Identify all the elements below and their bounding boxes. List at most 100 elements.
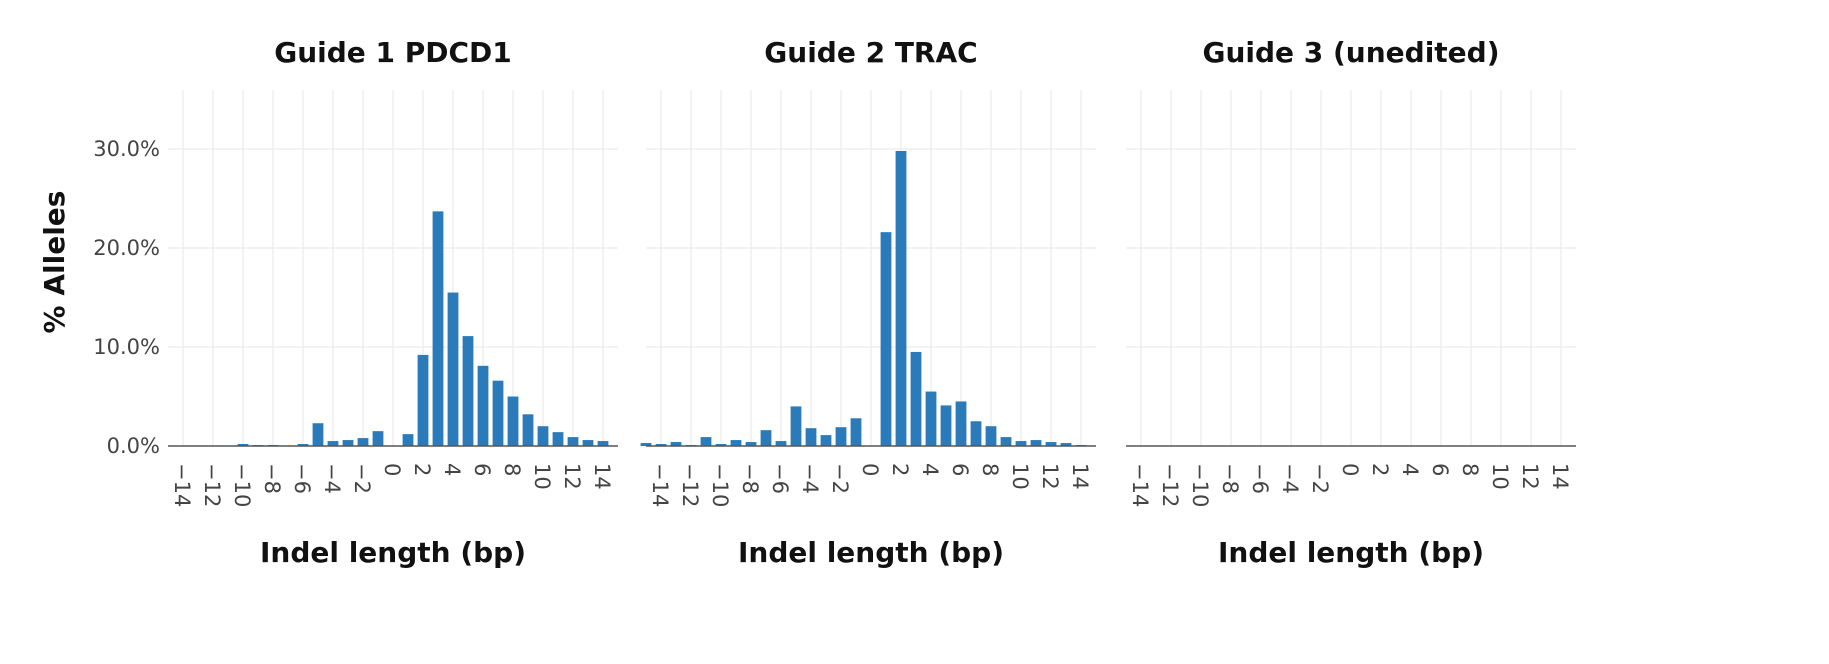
x-tick-label: −14 (170, 463, 194, 507)
x-tick-label: 2 (410, 463, 434, 476)
bar (955, 401, 967, 446)
bar (760, 430, 772, 446)
x-tick-label: 8 (978, 463, 1002, 476)
bar (700, 437, 712, 446)
x-tick-label: −8 (738, 463, 762, 494)
x-tick-label: 12 (560, 463, 584, 490)
bar (835, 427, 847, 446)
x-tick-label: 8 (500, 463, 524, 476)
bar (910, 351, 922, 446)
bar (775, 441, 787, 446)
x-tick-label: −10 (230, 463, 254, 507)
bar (1015, 441, 1027, 446)
x-tick-label: −6 (768, 463, 792, 494)
bar (895, 150, 907, 447)
y-tick-label: 20.0% (93, 236, 160, 260)
bar (715, 444, 727, 446)
x-tick-label: 0 (858, 463, 882, 476)
panel-title: Guide 3 (unedited) (1202, 36, 1499, 69)
bar (567, 437, 579, 446)
x-tick-label: 4 (1398, 463, 1422, 476)
x-axis-title: Indel length (bp) (1218, 536, 1484, 569)
bar (237, 444, 249, 446)
bar (1060, 443, 1072, 446)
x-tick-label: −10 (708, 463, 732, 507)
bar (1030, 440, 1042, 446)
bar (582, 440, 594, 446)
x-tick-label: 10 (1008, 463, 1032, 490)
bar (640, 443, 652, 446)
y-tick-label: 0.0% (107, 434, 160, 458)
bar (970, 421, 982, 446)
bar (327, 441, 339, 446)
x-tick-label: 14 (1068, 463, 1092, 490)
x-tick-label: 2 (888, 463, 912, 476)
bar (507, 396, 519, 446)
x-tick-label: −6 (1248, 463, 1272, 494)
bar (880, 232, 892, 446)
y-tick-label: 10.0% (93, 335, 160, 359)
bar (925, 391, 937, 446)
panel-2: −14 −12 −10 −8 −6 −4 −2 0 2 4 6 8 10 12 14 Guide 2 TRAC… (640, 36, 1096, 569)
bar (372, 431, 384, 446)
x-tick-label: 10 (530, 463, 554, 490)
bar (790, 406, 802, 446)
x-tick-label: −2 (1308, 463, 1332, 494)
bar (297, 444, 309, 446)
bar (805, 428, 817, 446)
x-tick-label: 4 (440, 463, 464, 476)
bar (357, 438, 369, 446)
bar (342, 440, 354, 446)
x-tick-label: −4 (798, 463, 822, 494)
x-tick-label: 6 (470, 463, 494, 476)
x-tick-label: 6 (1428, 463, 1452, 476)
x-tick-label: −8 (1218, 463, 1242, 494)
y-tick-labels: 0.0% 10.0% 20.0% 30.0% (93, 137, 160, 458)
x-tick-label: −6 (290, 463, 314, 494)
bar (820, 435, 832, 446)
x-tick-label: −2 (828, 463, 852, 494)
x-tick-label: −14 (648, 463, 672, 507)
x-tick-label: −12 (1158, 463, 1182, 507)
y-axis-title: % Alleles (38, 191, 71, 334)
y-tick-label: 30.0% (93, 137, 160, 161)
bar (940, 405, 952, 446)
x-tick-label: 10 (1488, 463, 1512, 490)
x-tick-label: −12 (200, 463, 224, 507)
bar (985, 426, 997, 446)
panel-1: −14 −12 −10 −8 −6 −4 −2 0 2 4 6 8 10 12 14 Guide 1 PDCD… (168, 36, 618, 569)
x-tick-label: 4 (918, 463, 942, 476)
bar (537, 426, 549, 446)
panel-title: Guide 1 PDCD1 (274, 36, 512, 69)
bar (1045, 442, 1057, 446)
bar (447, 292, 459, 446)
bar (655, 444, 667, 446)
bar (552, 432, 564, 446)
x-tick-label: 0 (380, 463, 404, 476)
x-axis-title: Indel length (bp) (260, 536, 526, 569)
bar (597, 441, 609, 446)
x-tick-label: −10 (1188, 463, 1212, 507)
x-tick-label: −2 (350, 463, 374, 494)
x-tick-label: 12 (1518, 463, 1542, 490)
x-tick-label: 8 (1458, 463, 1482, 476)
bar (730, 440, 742, 446)
x-tick-label: 6 (948, 463, 972, 476)
bar (745, 442, 757, 446)
x-tick-label: −12 (678, 463, 702, 507)
x-tick-label: 0 (1338, 463, 1362, 476)
bar (402, 434, 414, 446)
bar (492, 380, 504, 446)
x-tick-label: −8 (260, 463, 284, 494)
x-tick-label: 2 (1368, 463, 1392, 476)
bar (850, 418, 862, 446)
x-axis-title: Indel length (bp) (738, 536, 1004, 569)
bar (522, 414, 534, 446)
bar (670, 442, 682, 446)
bar (477, 365, 489, 446)
x-tick-label: 14 (1548, 463, 1572, 490)
x-tick-label: 12 (1038, 463, 1062, 490)
bar (1000, 437, 1012, 446)
